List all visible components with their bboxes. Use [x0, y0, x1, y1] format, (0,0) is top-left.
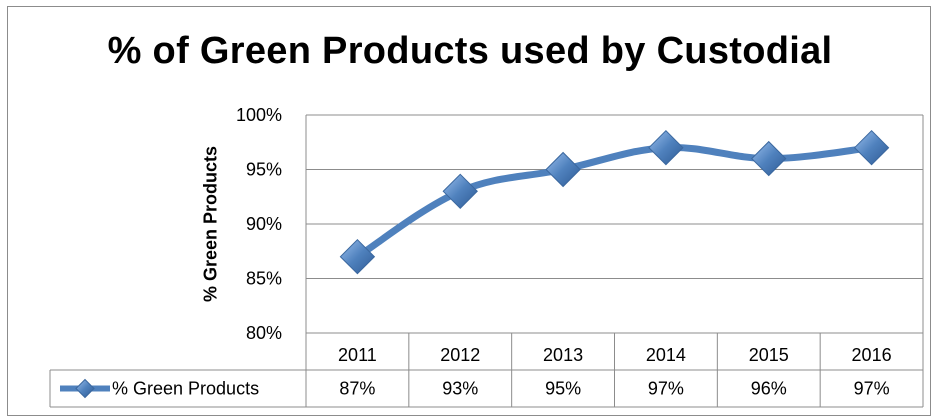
data-point	[442, 173, 478, 210]
series-line	[353, 144, 876, 261]
legend-marker	[75, 378, 95, 399]
data-label: 97%	[854, 379, 890, 399]
x-tick-label: 2012	[440, 345, 480, 365]
x-tick-label: 2011	[338, 345, 377, 365]
x-tick-label: 2014	[646, 345, 686, 365]
data-label: 87%	[339, 379, 375, 399]
data-label: 97%	[648, 379, 684, 399]
y-tick-label: 85%	[246, 269, 282, 289]
data-point	[648, 129, 684, 166]
x-tick-label: 2015	[749, 345, 789, 365]
x-tick-label: 2013	[543, 345, 583, 365]
chart-title: % of Green Products used by Custodial	[107, 30, 833, 72]
data-point	[751, 140, 787, 177]
data-point	[853, 129, 890, 166]
y-tick-label: 90%	[246, 214, 282, 234]
x-tick-label: 2016	[852, 345, 892, 365]
y-tick-label: 95%	[246, 160, 282, 180]
y-tick-label: 100%	[236, 105, 282, 125]
data-label: 93%	[442, 379, 478, 399]
chart-frame	[7, 6, 931, 416]
data-point	[339, 238, 376, 275]
data-label: 95%	[545, 379, 581, 399]
legend-label: % Green Products	[112, 379, 259, 399]
y-tick-label: 80%	[246, 323, 282, 343]
data-point	[545, 151, 581, 188]
data-label: 96%	[751, 379, 787, 399]
